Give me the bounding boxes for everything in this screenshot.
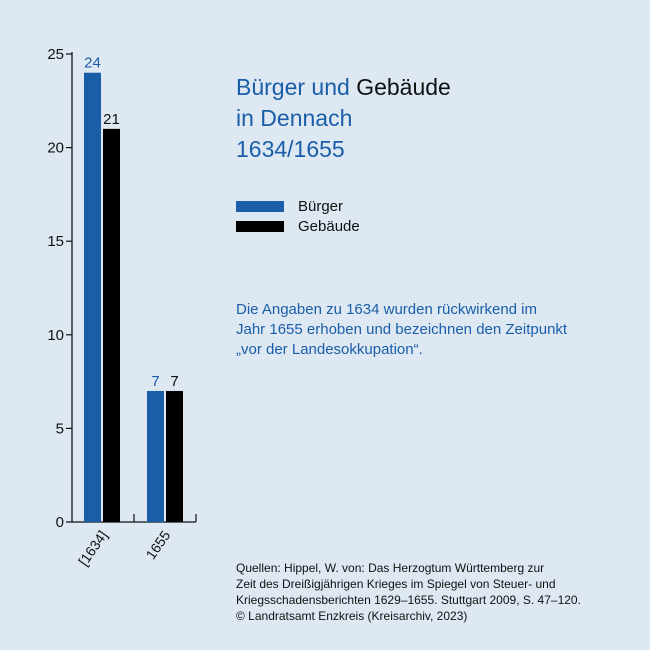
legend-label-gebaeude: Gebäude xyxy=(298,217,360,235)
legend-swatch-gebaeude xyxy=(236,220,284,232)
y-tick-label: 0 xyxy=(56,514,64,531)
title-line3: 1634/1655 xyxy=(236,136,345,162)
bar-b-rger-1655 xyxy=(147,390,164,522)
y-tick-label: 20 xyxy=(47,140,64,157)
legend-label-buerger: Bürger xyxy=(298,197,344,215)
note-line: Die Angaben zu 1634 wurden rückwirkend i… xyxy=(236,301,538,318)
source-line: Kriegsschadensberichten 1629–1655. Stutt… xyxy=(236,593,581,607)
data-label-b-rger-1634: 24 xyxy=(84,55,101,72)
source-line: Zeit des Dreißigjährigen Krieges im Spie… xyxy=(236,577,556,591)
source-line: Quellen: Hippel, W. von: Das Herzogtum W… xyxy=(236,561,545,575)
data-label-b-rger-1655: 7 xyxy=(151,373,159,390)
note-line: Jahr 1655 erhoben und bezeichnen den Zei… xyxy=(236,321,568,338)
note-line: „vor der Landesokkupation“. xyxy=(236,341,423,358)
data-label-geb-ude-1655: 7 xyxy=(170,373,178,390)
x-tick-label: [1634] xyxy=(75,528,110,569)
bar-geb-ude-1634 xyxy=(103,128,120,522)
legend: Bürger Gebäude xyxy=(236,196,360,236)
data-label-geb-ude-1634: 21 xyxy=(103,111,120,128)
legend-item-gebaeude: Gebäude xyxy=(236,216,360,236)
y-tick-label: 10 xyxy=(47,327,64,344)
y-tick-label: 5 xyxy=(56,420,64,437)
source-text: Quellen: Hippel, W. von: Das Herzogtum W… xyxy=(236,560,636,624)
title-part1: Bürger und xyxy=(236,74,350,100)
chart-title: Bürger und Gebäude in Dennach 1634/1655 xyxy=(236,72,451,165)
legend-item-buerger: Bürger xyxy=(236,196,360,216)
bar-b-rger-1634 xyxy=(84,72,101,522)
bar-geb-ude-1655 xyxy=(166,390,183,522)
y-tick-label: 25 xyxy=(47,46,64,63)
title-part2: Gebäude xyxy=(356,74,451,100)
note-text: Die Angaben zu 1634 wurden rückwirkend i… xyxy=(236,300,636,360)
x-tick-label: 1655 xyxy=(142,527,173,562)
title-line2: in Dennach xyxy=(236,105,353,131)
y-tick-label: 15 xyxy=(47,233,64,250)
legend-swatch-buerger xyxy=(236,200,284,212)
source-line: © Landratsamt Enzkreis (Kreisarchiv, 202… xyxy=(236,609,468,623)
